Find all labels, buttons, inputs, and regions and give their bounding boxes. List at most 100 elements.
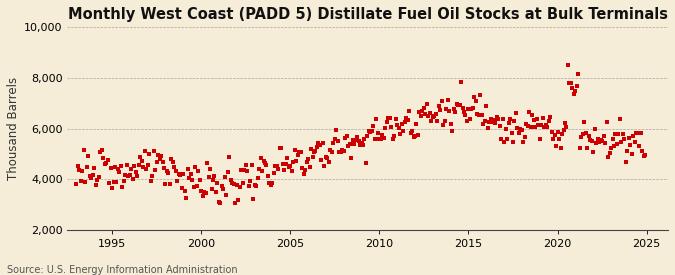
Point xyxy=(331,128,342,133)
Point xyxy=(613,132,624,136)
Point xyxy=(340,136,350,140)
Point xyxy=(267,181,278,185)
Point xyxy=(414,110,425,114)
Point xyxy=(114,170,125,174)
Point xyxy=(367,129,377,133)
Point xyxy=(547,137,558,142)
Point xyxy=(292,152,303,157)
Point xyxy=(98,156,109,161)
Point xyxy=(295,150,306,155)
Point xyxy=(332,139,343,144)
Point xyxy=(166,156,177,161)
Point xyxy=(111,180,122,185)
Point xyxy=(447,129,458,133)
Point xyxy=(620,160,631,164)
Text: Source: U.S. Energy Information Administration: Source: U.S. Energy Information Administ… xyxy=(7,265,238,275)
Point xyxy=(420,112,431,116)
Point xyxy=(228,182,239,186)
Point xyxy=(290,148,300,152)
Point xyxy=(490,121,501,125)
Point xyxy=(122,163,132,167)
Point xyxy=(213,200,224,204)
Point xyxy=(264,180,275,185)
Point xyxy=(352,135,362,139)
Point xyxy=(117,185,128,189)
Point xyxy=(191,184,202,188)
Point xyxy=(375,137,386,141)
Point xyxy=(157,160,168,164)
Point xyxy=(126,167,137,171)
Point xyxy=(308,150,319,154)
Point xyxy=(622,149,632,153)
Point xyxy=(319,164,330,168)
Point xyxy=(506,130,517,135)
Point xyxy=(194,178,205,182)
Point xyxy=(469,95,480,100)
Point xyxy=(350,138,361,143)
Point xyxy=(539,125,549,129)
Point xyxy=(412,133,423,137)
Point xyxy=(364,129,375,134)
Point xyxy=(468,106,479,110)
Point xyxy=(182,167,193,172)
Point xyxy=(525,125,536,129)
Point xyxy=(518,139,529,144)
Point xyxy=(104,180,115,185)
Point xyxy=(76,179,86,183)
Point xyxy=(527,113,538,117)
Point xyxy=(609,144,620,148)
Point xyxy=(466,106,477,111)
Point xyxy=(256,169,267,173)
Point xyxy=(165,182,176,186)
Point xyxy=(193,168,204,173)
Point xyxy=(631,131,642,136)
Point xyxy=(206,187,217,192)
Point xyxy=(78,148,89,152)
Point xyxy=(503,121,514,125)
Point xyxy=(373,131,383,135)
Point xyxy=(107,186,117,190)
Point xyxy=(594,139,605,144)
Point xyxy=(515,127,526,131)
Point xyxy=(223,170,234,174)
Point xyxy=(150,167,161,172)
Point xyxy=(433,104,444,108)
Point xyxy=(359,137,370,141)
Point xyxy=(580,131,591,136)
Point xyxy=(105,166,116,170)
Point xyxy=(288,160,298,164)
Point xyxy=(500,127,511,131)
Point xyxy=(255,156,266,161)
Point xyxy=(405,131,416,135)
Point xyxy=(209,174,220,178)
Point xyxy=(219,175,230,179)
Point xyxy=(252,175,263,180)
Point xyxy=(160,182,171,186)
Point xyxy=(448,107,459,111)
Point xyxy=(232,182,242,187)
Point xyxy=(136,159,147,164)
Point xyxy=(171,169,182,173)
Point xyxy=(277,162,288,166)
Point xyxy=(208,178,219,183)
Point xyxy=(291,158,302,163)
Point xyxy=(477,112,487,117)
Point xyxy=(334,149,345,154)
Point xyxy=(197,194,208,199)
Title: Monthly West Coast (PADD 5) Distillate Fuel Oil Stocks at Bulk Terminals: Monthly West Coast (PADD 5) Distillate F… xyxy=(68,7,668,22)
Point xyxy=(438,122,449,127)
Point xyxy=(591,141,601,145)
Point xyxy=(115,164,126,168)
Point xyxy=(426,119,437,123)
Point xyxy=(315,143,325,147)
Point xyxy=(531,117,542,122)
Point xyxy=(260,161,271,166)
Point xyxy=(568,92,579,96)
Point xyxy=(271,164,282,168)
Point xyxy=(450,110,460,115)
Point xyxy=(200,191,211,195)
Point xyxy=(83,153,94,158)
Point xyxy=(187,177,198,182)
Point xyxy=(401,116,412,121)
Point xyxy=(356,141,367,145)
